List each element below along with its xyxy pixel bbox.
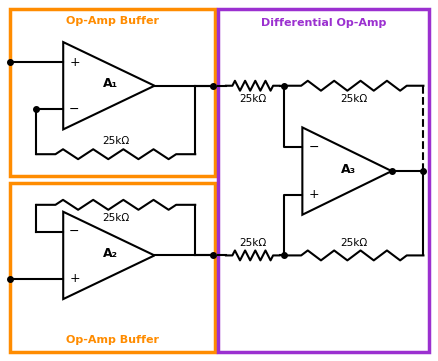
Text: −: − [307, 141, 318, 154]
Text: 25kΩ: 25kΩ [239, 93, 266, 104]
Text: 25kΩ: 25kΩ [339, 93, 367, 104]
Text: A₂: A₂ [103, 247, 118, 260]
Text: A₃: A₃ [341, 162, 356, 175]
Text: 25kΩ: 25kΩ [102, 213, 129, 223]
Text: Op-Amp Buffer: Op-Amp Buffer [66, 335, 159, 345]
Text: −: − [69, 225, 79, 238]
Text: −: − [69, 103, 79, 116]
Text: A₁: A₁ [103, 77, 118, 90]
Bar [10, 183, 215, 352]
Text: 25kΩ: 25kΩ [239, 238, 266, 248]
Text: 25kΩ: 25kΩ [102, 136, 129, 146]
Text: +: + [69, 56, 80, 69]
Bar [10, 9, 215, 176]
Text: Op-Amp Buffer: Op-Amp Buffer [66, 16, 159, 26]
Text: Differential Op-Amp: Differential Op-Amp [261, 18, 385, 28]
Text: 25kΩ: 25kΩ [339, 238, 367, 248]
Bar [218, 9, 428, 352]
Text: +: + [69, 273, 80, 286]
Text: +: + [307, 188, 318, 201]
